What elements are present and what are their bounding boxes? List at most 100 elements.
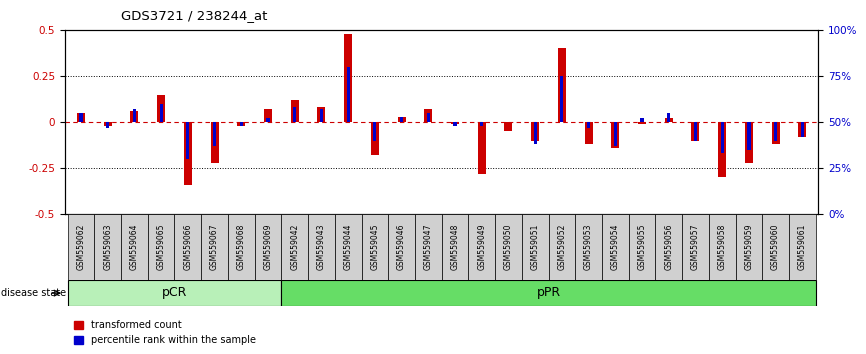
- Bar: [267, 119, 269, 122]
- Text: GSM559064: GSM559064: [130, 224, 139, 270]
- Bar: [747, 122, 751, 150]
- Text: disease state: disease state: [1, 288, 66, 298]
- Bar: [107, 122, 109, 128]
- Text: GSM559060: GSM559060: [771, 224, 780, 270]
- Bar: [228, 214, 255, 280]
- Text: GSM559062: GSM559062: [76, 224, 86, 270]
- Text: GSM559047: GSM559047: [423, 224, 433, 270]
- Bar: [575, 214, 602, 280]
- Text: GSM559066: GSM559066: [184, 224, 192, 270]
- Bar: [335, 214, 361, 280]
- Bar: [293, 107, 296, 122]
- Bar: [131, 111, 139, 122]
- Bar: [400, 116, 404, 122]
- Text: GSM559042: GSM559042: [290, 224, 300, 270]
- Text: GSM559057: GSM559057: [691, 224, 700, 270]
- Bar: [558, 48, 565, 122]
- Bar: [585, 122, 592, 144]
- Bar: [132, 109, 136, 122]
- Bar: [504, 122, 513, 131]
- Bar: [656, 214, 682, 280]
- Text: GSM559058: GSM559058: [718, 224, 727, 270]
- Text: GSM559048: GSM559048: [450, 224, 460, 270]
- Bar: [344, 34, 352, 122]
- Text: GDS3721 / 238244_at: GDS3721 / 238244_at: [121, 9, 268, 22]
- Bar: [531, 122, 540, 141]
- Bar: [373, 122, 377, 141]
- Text: GSM559061: GSM559061: [798, 224, 807, 270]
- Bar: [602, 214, 629, 280]
- Bar: [281, 214, 308, 280]
- Text: GSM559046: GSM559046: [397, 224, 406, 270]
- Bar: [665, 119, 673, 122]
- Text: GSM559063: GSM559063: [103, 224, 113, 270]
- Bar: [184, 122, 192, 185]
- Bar: [454, 122, 456, 126]
- Bar: [587, 122, 591, 128]
- Bar: [798, 122, 806, 137]
- Text: GSM559044: GSM559044: [344, 224, 352, 270]
- Bar: [237, 122, 245, 126]
- Text: GSM559059: GSM559059: [745, 224, 753, 270]
- Bar: [667, 113, 670, 122]
- Bar: [611, 122, 619, 148]
- Bar: [718, 122, 727, 177]
- Bar: [318, 107, 326, 122]
- Bar: [159, 104, 163, 122]
- Text: GSM559050: GSM559050: [504, 224, 513, 270]
- Bar: [442, 214, 469, 280]
- Bar: [68, 280, 281, 306]
- Bar: [548, 214, 575, 280]
- Bar: [560, 76, 564, 122]
- Bar: [186, 122, 190, 159]
- Bar: [77, 113, 85, 122]
- Text: GSM559052: GSM559052: [558, 224, 566, 270]
- Bar: [478, 122, 486, 174]
- Bar: [691, 122, 700, 141]
- Bar: [495, 214, 522, 280]
- Bar: [533, 122, 537, 144]
- Bar: [80, 113, 82, 122]
- Text: GSM559054: GSM559054: [611, 224, 620, 270]
- Text: GSM559055: GSM559055: [637, 224, 647, 270]
- Bar: [694, 122, 697, 141]
- Bar: [94, 214, 121, 280]
- Bar: [157, 95, 165, 122]
- Bar: [371, 122, 378, 155]
- Bar: [801, 122, 804, 137]
- Bar: [240, 122, 242, 126]
- Bar: [480, 122, 483, 126]
- Bar: [201, 214, 228, 280]
- Bar: [346, 67, 350, 122]
- Bar: [361, 214, 388, 280]
- Text: GSM559049: GSM559049: [477, 224, 486, 270]
- Bar: [104, 122, 112, 126]
- Bar: [255, 214, 281, 280]
- Text: GSM559043: GSM559043: [317, 224, 326, 270]
- Bar: [469, 214, 495, 280]
- Bar: [522, 214, 548, 280]
- Bar: [415, 214, 442, 280]
- Text: pCR: pCR: [162, 286, 187, 299]
- Text: GSM559056: GSM559056: [664, 224, 673, 270]
- Bar: [772, 122, 779, 144]
- Bar: [682, 214, 709, 280]
- Bar: [629, 214, 656, 280]
- Bar: [264, 109, 272, 122]
- Bar: [424, 109, 432, 122]
- Bar: [68, 214, 94, 280]
- Bar: [614, 122, 617, 146]
- Bar: [148, 214, 174, 280]
- Bar: [735, 214, 762, 280]
- Text: GSM559065: GSM559065: [157, 224, 165, 270]
- Text: GSM559053: GSM559053: [584, 224, 593, 270]
- Bar: [281, 280, 816, 306]
- Bar: [308, 214, 335, 280]
- Bar: [709, 214, 735, 280]
- Bar: [762, 214, 789, 280]
- Bar: [774, 122, 777, 141]
- Text: GSM559051: GSM559051: [531, 224, 540, 270]
- Bar: [397, 116, 405, 122]
- Bar: [721, 122, 724, 153]
- Text: GSM559045: GSM559045: [371, 224, 379, 270]
